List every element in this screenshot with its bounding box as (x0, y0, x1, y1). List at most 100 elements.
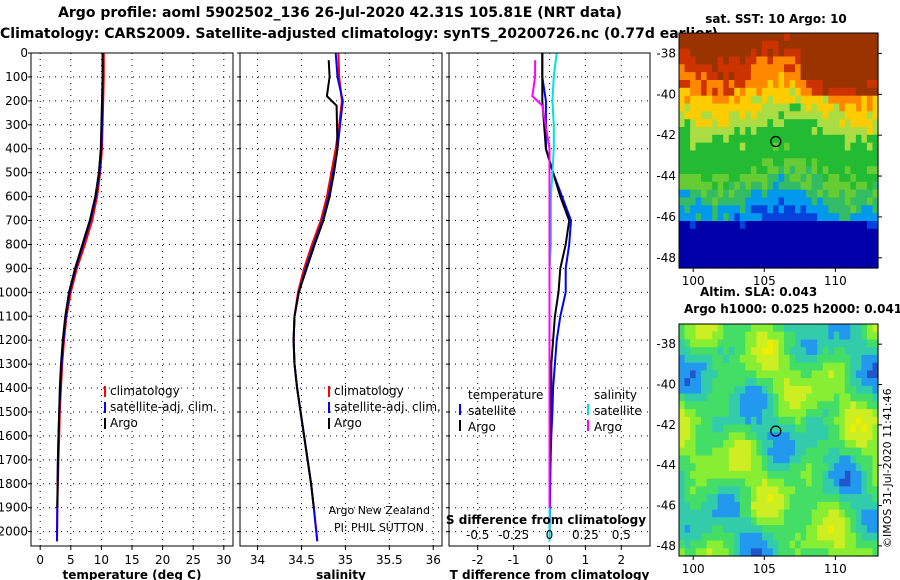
map-cell (795, 447, 802, 456)
map-cell (778, 393, 785, 402)
map-cell (828, 362, 835, 371)
map-cell (778, 362, 785, 371)
map-cell (701, 354, 708, 364)
map-cell (717, 111, 724, 120)
map-cell (855, 540, 862, 549)
map-cell (817, 416, 824, 426)
map-cell (806, 134, 813, 144)
map-cell (800, 166, 807, 175)
map-cell (806, 378, 813, 387)
map-cell (850, 540, 857, 549)
map-cell (822, 532, 829, 542)
map-cell (839, 33, 846, 42)
map-cell (695, 174, 702, 183)
float-position-marker[interactable] (770, 135, 782, 148)
map-cell (761, 72, 768, 81)
map-cell (684, 532, 691, 542)
x2-tick-label: 0.5 (612, 528, 631, 542)
map-cell (679, 158, 686, 167)
map-cell (684, 517, 691, 526)
map-cell (750, 33, 757, 42)
map-cell (822, 455, 829, 464)
map-cell (712, 339, 719, 348)
map-cell (839, 166, 846, 175)
map-cell (701, 455, 708, 464)
map-cell (855, 197, 862, 206)
map-cell (784, 548, 791, 557)
map-cell (800, 447, 807, 456)
map-cell (739, 174, 746, 183)
map-cell (717, 103, 724, 112)
map-cell (811, 111, 818, 120)
map-cell (684, 80, 691, 89)
map-cell (866, 103, 873, 112)
map-cell (822, 150, 829, 159)
map-cell (684, 494, 691, 503)
map-cell (795, 127, 802, 136)
map-cell (855, 33, 862, 42)
map-cell (861, 197, 868, 206)
float-position-marker[interactable] (770, 425, 782, 437)
map-cell (728, 455, 735, 464)
map-cell (712, 416, 719, 426)
map-cell (695, 517, 702, 526)
map-cell (679, 378, 686, 387)
map-cell (861, 150, 868, 159)
map-cell (750, 331, 757, 340)
map-cell (717, 158, 724, 167)
map-cell (756, 486, 763, 495)
map-y-tick-label: -46 (656, 210, 676, 224)
map-cell (844, 205, 851, 214)
map-cell (706, 517, 713, 526)
map-cell (723, 393, 730, 402)
map-cell (761, 205, 768, 214)
map-cell (800, 424, 807, 433)
map-cell (866, 189, 873, 199)
map-cell (723, 158, 730, 167)
map-cell (855, 56, 862, 65)
map-cell (712, 228, 719, 238)
legend-label: climatology (110, 384, 180, 398)
map-cell (723, 64, 730, 73)
map-cell (684, 166, 691, 175)
map-cell (850, 409, 857, 418)
map-cell (833, 324, 840, 333)
map-cell (767, 252, 774, 261)
map-cell (750, 432, 757, 441)
map-cell (761, 409, 768, 418)
map-cell (850, 197, 857, 206)
map-cell (745, 205, 752, 214)
map-cell (717, 470, 724, 480)
map-cell (778, 494, 785, 503)
map-cell (684, 409, 691, 418)
x-tick-label: 20 (155, 553, 170, 567)
map-cell (866, 517, 873, 526)
map-cell (806, 174, 813, 183)
map-cell (734, 532, 741, 542)
map-cell (872, 260, 879, 269)
map-cell (844, 540, 851, 549)
map-cell (773, 378, 780, 387)
map-cell (833, 236, 840, 246)
map-cell (761, 324, 768, 333)
map-cell (761, 463, 768, 472)
map-cell (717, 228, 724, 238)
map-cell (679, 205, 686, 214)
map-cell (811, 470, 818, 480)
map-cell (745, 478, 752, 487)
map-cell (817, 409, 824, 418)
map-cell (767, 409, 774, 418)
map-cell (822, 401, 829, 410)
map-cell (734, 158, 741, 167)
map-cell (728, 440, 735, 449)
map-cell (839, 103, 846, 112)
map-cell (761, 142, 768, 152)
map-cell (717, 517, 724, 526)
map-cell (767, 532, 774, 542)
map-y-tick-label: -48 (656, 251, 676, 265)
map-cell (739, 158, 746, 167)
map-cell (800, 409, 807, 418)
map-cell (701, 478, 708, 487)
y-tick-label: 300 (5, 118, 28, 132)
map-cell (756, 64, 763, 73)
